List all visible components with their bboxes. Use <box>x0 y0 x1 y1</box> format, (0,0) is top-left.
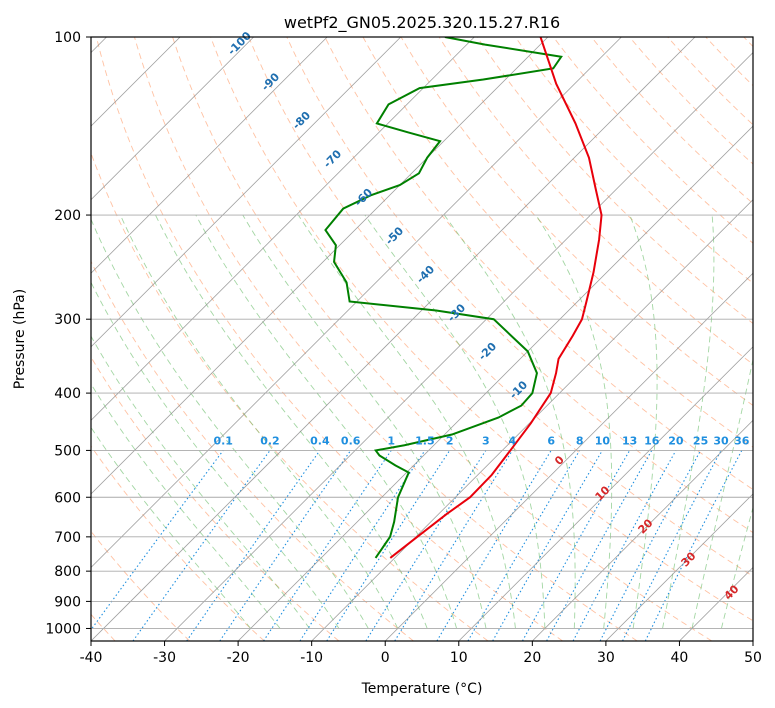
isotherm <box>237 125 753 641</box>
isotherm <box>91 37 475 421</box>
mixing-ratio-label: 10 <box>595 434 611 447</box>
y-tick-label: 200 <box>54 208 81 224</box>
mixing-ratio-label: 6 <box>547 434 555 447</box>
mixing-ratio-line <box>521 450 631 641</box>
x-axis-title: Temperature (°C) <box>361 681 483 697</box>
isotherm <box>91 37 696 641</box>
mixing-ratio-label: 8 <box>576 434 584 447</box>
y-tick-label: 600 <box>54 490 81 506</box>
mixing-ratio-label: 3 <box>482 434 490 447</box>
dry-adiabat <box>591 37 753 205</box>
y-tick-label: 900 <box>54 594 81 610</box>
moist-adiabat <box>242 214 487 629</box>
mixing-ratio-label: 36 <box>734 434 750 447</box>
mixing-ratio-line <box>572 450 677 641</box>
y-tick-label: 100 <box>54 30 81 46</box>
mixing-ratio-label: 13 <box>622 434 637 447</box>
mixing-ratio-line <box>394 450 513 641</box>
mixing-ratio-label: 0.1 <box>213 434 233 447</box>
mixing-ratio-label: 25 <box>693 434 708 447</box>
dry-adiabat <box>514 37 753 284</box>
x-tick-label: 50 <box>744 650 762 666</box>
mixing-ratio-line <box>492 450 603 641</box>
moist-adiabat <box>91 281 340 629</box>
mixing-ratio-line <box>132 450 271 641</box>
y-tick-label: 800 <box>54 564 81 580</box>
plot-frame <box>90 36 754 642</box>
isotherm <box>91 37 549 495</box>
isotherm <box>532 419 753 641</box>
x-tick-label: 10 <box>450 650 468 666</box>
mixing-ratio-label: 30 <box>713 434 729 447</box>
mixing-ratio-label: 1.5 <box>415 434 435 447</box>
y-tick-label: 300 <box>54 312 81 328</box>
y-axis-title: Pressure (hPa) <box>12 289 28 389</box>
mixing-ratio-label: 2 <box>446 434 454 447</box>
y-tick-label: 700 <box>54 530 81 546</box>
y-axis-ticks: 100 200 300 400 500 600 700 800 900 1000 <box>45 30 91 637</box>
dry-adiabat <box>172 37 713 641</box>
mixing-ratio-label: 0.4 <box>310 434 330 447</box>
isotherm <box>458 346 753 641</box>
dry-adiabat <box>91 260 414 641</box>
moist-adiabat <box>119 214 399 629</box>
profiles <box>324 37 603 559</box>
isotherm <box>91 37 402 348</box>
dry-adiabat <box>476 37 753 325</box>
x-tick-label: -30 <box>153 650 176 666</box>
x-tick-label: 0 <box>381 650 390 666</box>
mixing-ratio-label: 20 <box>668 434 684 447</box>
dry-adiabat <box>248 37 753 577</box>
isotherm <box>384 272 753 641</box>
dry-adiabat <box>95 37 563 641</box>
temperature-line <box>389 37 603 559</box>
dry-adiabat <box>134 37 638 641</box>
x-tick-label: 20 <box>523 650 541 666</box>
dry-adiabat <box>91 445 265 641</box>
x-tick-label: 30 <box>597 650 615 666</box>
moist-adiabat <box>91 335 310 629</box>
dewpoint-line <box>324 37 563 559</box>
isotherm <box>91 37 254 201</box>
chart-title: wetPf2_GN05.2025.320.15.27.R16 <box>284 13 560 33</box>
isotherm <box>91 37 328 274</box>
isotherm <box>164 51 753 641</box>
dry-adiabat <box>286 37 753 534</box>
mixing-ratio-line <box>436 450 552 641</box>
mixing-ratio-label: 1 <box>387 434 395 447</box>
y-tick-label: 500 <box>54 443 81 459</box>
mixing-ratio-label: 0.2 <box>260 434 280 447</box>
y-tick-label: 1000 <box>45 621 81 637</box>
mixing-ratio-line <box>91 450 224 631</box>
mixing-ratio-line <box>326 450 451 641</box>
y-tick-label: 400 <box>54 386 81 402</box>
mixing-ratio-label: 4 <box>509 434 517 447</box>
mixing-ratio-label: 16 <box>644 434 660 447</box>
dry-adiabat <box>324 37 753 491</box>
x-tick-label: -10 <box>300 650 323 666</box>
isotherm <box>605 493 753 641</box>
x-axis-ticks: -40 -30 -20 -10 0 10 20 30 40 50 <box>80 641 762 666</box>
mixing-ratio-line <box>219 450 352 641</box>
isobars <box>91 37 753 629</box>
mixing-ratio-line <box>365 450 487 641</box>
dry-adiabat <box>629 37 753 165</box>
mixing-ratio-label: 0.6 <box>341 434 361 447</box>
mixing-ratio-line <box>467 450 581 641</box>
dry-adiabat <box>400 37 753 406</box>
dry-adiabat <box>210 37 753 622</box>
x-tick-label: -40 <box>80 650 103 666</box>
isotherm <box>91 37 622 569</box>
x-tick-label: 40 <box>671 650 689 666</box>
x-tick-label: -20 <box>227 650 250 666</box>
